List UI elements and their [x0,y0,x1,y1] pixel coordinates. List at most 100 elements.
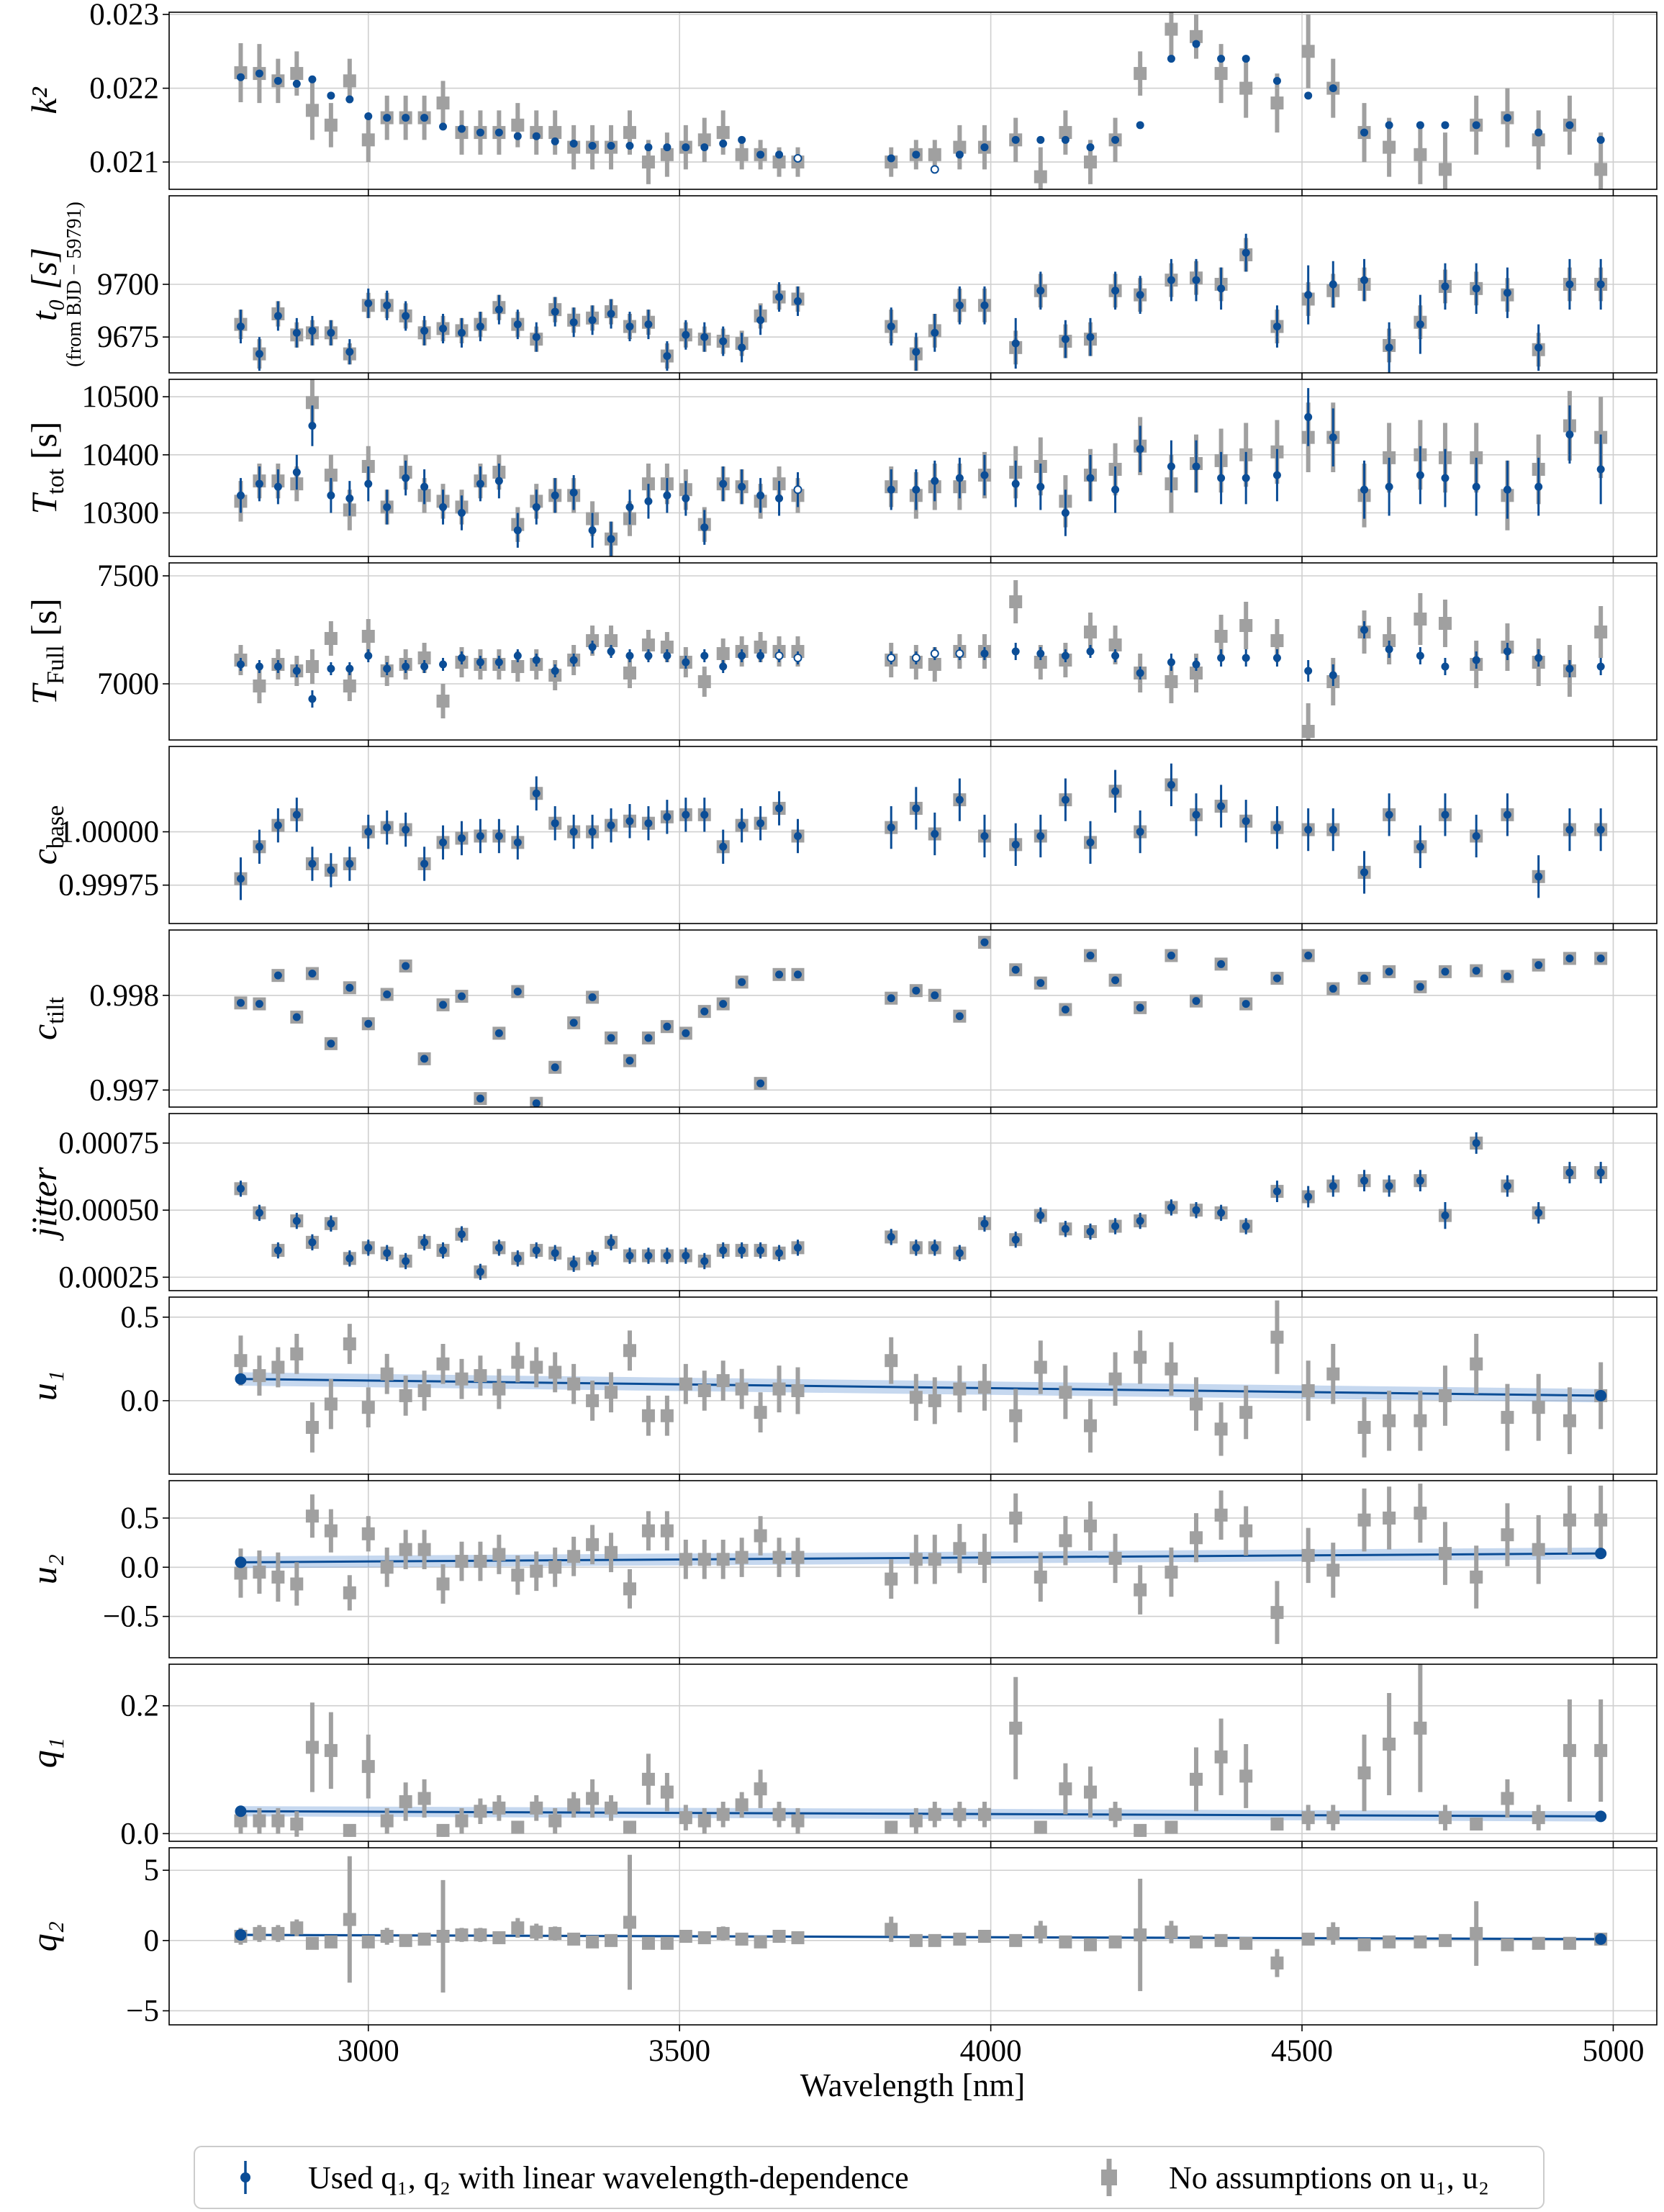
grey-point [399,1795,412,1808]
blue-point [1217,55,1226,63]
grey-point [436,96,450,110]
grey-point [290,67,304,81]
blue-point [327,1039,335,1048]
grey-point [1414,1507,1427,1520]
fit-endpoint-end [1595,1389,1607,1401]
grey-point [1190,1935,1203,1949]
grey-point [1270,1818,1284,1831]
grey-point [716,1553,730,1566]
blue-point [980,471,989,479]
grey-point [716,1374,730,1388]
y-axis-label-base: T [24,682,64,705]
grey-point [380,1367,394,1381]
blue-point [663,1022,672,1031]
grey-point [1239,1406,1253,1419]
plot-area [234,763,1608,900]
blue-point [513,1254,522,1263]
grey-point [605,1386,618,1399]
grey-point [885,1820,898,1834]
blue-point [308,859,317,868]
grey-point [716,1807,730,1821]
y-axis-label: jitter [24,1167,64,1242]
blue-point [494,128,503,137]
blue-point [1565,954,1574,962]
blue-point [794,831,802,840]
blue-point [439,660,448,669]
grey-point [1134,1928,1147,1942]
grey-point [1301,1811,1315,1825]
panel-frame [168,1847,1658,2026]
blue-point [1086,952,1095,960]
panel-frame [168,1663,1658,1842]
blue-point [794,970,802,979]
blue-point [607,1034,615,1042]
grey-point [1214,1933,1228,1947]
blue-point [1503,1182,1511,1191]
blue-point [532,333,541,341]
fit-endpoint-end [1595,1810,1607,1823]
grey-point [1009,1409,1023,1422]
blue-point [1192,40,1200,48]
blue-point [1136,291,1144,299]
grey-point [772,1930,786,1943]
blue-point [775,970,784,979]
blue-point [255,350,263,358]
blue-point [793,654,802,662]
grey-point [474,1928,487,1942]
y-tick-label: 10500 [82,380,160,414]
blue-point [551,1063,559,1072]
blue-point [1061,509,1070,518]
blue-point [532,656,541,664]
grey-point [1594,1743,1608,1757]
blue-point [457,1230,466,1239]
plot-area [234,233,1608,373]
blue-point [345,348,354,356]
y-tick-label: 0.023 [89,0,159,32]
blue-point [292,1013,301,1021]
grey-point [697,1553,711,1566]
grey-point [474,1805,487,1818]
blue-point [402,1257,410,1265]
blue-point [1441,474,1450,482]
grey-point [1532,1936,1545,1950]
blue-point [700,523,709,532]
grey-point [343,1823,356,1837]
blue-point [700,1257,709,1265]
blue-point [402,826,410,834]
blue-point [476,128,484,137]
legend-grey-marker [1101,2170,1117,2185]
blue-point [532,1099,541,1107]
blue-point [644,143,653,152]
grey-point [271,1814,285,1828]
grey-point [305,1509,319,1523]
panel-1: 0.021 0.022 0.023 k² [24,0,1658,196]
grey-point [909,1814,923,1828]
blue-point [494,1243,503,1252]
panel-10: 0.0 0.2 q₁ [24,1663,1658,1851]
y-axis-label: q₁ [24,1738,64,1768]
grey-point [253,1369,266,1383]
grey-point [679,1811,692,1825]
blue-point [1061,651,1070,660]
grey-point [1414,148,1427,161]
y-tick-label: 0.00025 [58,1260,159,1294]
grey-point [754,1935,767,1949]
blue-point [1534,654,1543,662]
grey-point [977,1930,991,1943]
grey-point [735,1932,749,1946]
plot-area [234,1664,1608,1837]
blue-point [327,1219,335,1228]
blue-point [588,316,597,325]
grey-point [953,1932,967,1946]
blue-point [364,299,373,307]
blue-point [887,322,895,331]
blue-point [569,318,578,327]
blue-point [1167,276,1175,284]
blue-point [476,831,484,840]
blue-point [625,142,634,150]
blue-point [1329,84,1337,93]
blue-point [1441,967,1450,976]
blue-point [513,132,522,140]
grey-point [324,1935,338,1949]
